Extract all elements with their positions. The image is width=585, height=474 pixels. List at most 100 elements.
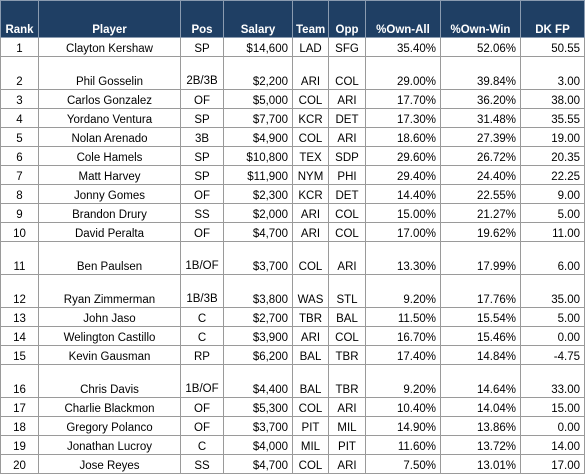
- cell-dk-fp: 5.00: [520, 307, 585, 327]
- cell-own-win: 21.27%: [440, 203, 521, 223]
- cell-rank: 2: [0, 56, 39, 90]
- cell-opp: PIT: [328, 435, 366, 455]
- cell-pos: C: [180, 326, 224, 346]
- cell-dk-fp: 0.00: [520, 326, 585, 346]
- cell-team: BAL: [292, 345, 329, 365]
- cell-rank: 8: [0, 184, 39, 204]
- header-own-all: %Own-All: [365, 0, 441, 38]
- cell-pos: RP: [180, 345, 224, 365]
- table-row: 2 Phil Gosselin 2B/3B $2,200 ARI COL 29.00% 39.…: [0, 56, 585, 90]
- cell-rank: 19: [0, 435, 39, 455]
- cell-player: Yordano Ventura: [38, 108, 181, 128]
- cell-dk-fp: 35.00: [520, 274, 585, 308]
- cell-own-all: 9.20%: [365, 274, 441, 308]
- header-opp: Opp: [328, 0, 366, 38]
- cell-rank: 6: [0, 146, 39, 166]
- cell-rank: 3: [0, 89, 39, 109]
- cell-own-all: 18.60%: [365, 127, 441, 147]
- table-row: 11 Ben Paulsen 1B/OF $3,700 COL ARI 13.30% 17.9…: [0, 241, 585, 275]
- cell-player: David Peralta: [38, 222, 181, 242]
- cell-salary: $4,700: [223, 222, 293, 242]
- cell-rank: 1: [0, 37, 39, 57]
- cell-own-all: 7.50%: [365, 454, 441, 474]
- cell-rank: 10: [0, 222, 39, 242]
- cell-team: PIT: [292, 416, 329, 436]
- table-row: 14 Welington Castillo C $3,900 ARI COL 16.70% 1…: [0, 326, 585, 346]
- cell-pos: SP: [180, 37, 224, 57]
- cell-own-win: 52.06%: [440, 37, 521, 57]
- cell-opp: COL: [328, 203, 366, 223]
- table-row: 12 Ryan Zimmerman 1B/3B $3,800 WAS STL 9.20% 17…: [0, 274, 585, 308]
- cell-dk-fp: 15.00: [520, 397, 585, 417]
- table-row: 13 John Jaso C $2,700 TBR BAL 11.50% 15.54% 5.00: [0, 307, 585, 327]
- cell-player: Ben Paulsen: [38, 241, 181, 275]
- cell-opp: TBR: [328, 345, 366, 365]
- cell-dk-fp: 3.00: [520, 56, 585, 90]
- cell-salary: $3,800: [223, 274, 293, 308]
- cell-pos: OF: [180, 184, 224, 204]
- cell-rank: 13: [0, 307, 39, 327]
- cell-opp: PHI: [328, 165, 366, 185]
- cell-dk-fp: -4.75: [520, 345, 585, 365]
- table-row: 3 Carlos Gonzalez OF $5,000 COL ARI 17.70% 36.2…: [0, 89, 585, 109]
- cell-player: Gregory Polanco: [38, 416, 181, 436]
- cell-own-win: 26.72%: [440, 146, 521, 166]
- cell-dk-fp: 38.00: [520, 89, 585, 109]
- cell-player: Carlos Gonzalez: [38, 89, 181, 109]
- cell-team: TEX: [292, 146, 329, 166]
- cell-player: Phil Gosselin: [38, 56, 181, 90]
- cell-own-all: 16.70%: [365, 326, 441, 346]
- cell-pos: 1B/OF: [180, 241, 224, 275]
- cell-player: John Jaso: [38, 307, 181, 327]
- cell-own-win: 14.64%: [440, 364, 521, 398]
- cell-player: Jonny Gomes: [38, 184, 181, 204]
- cell-own-win: 14.84%: [440, 345, 521, 365]
- header-rank: Rank: [0, 0, 39, 38]
- cell-rank: 14: [0, 326, 39, 346]
- cell-team: TBR: [292, 307, 329, 327]
- cell-pos: C: [180, 435, 224, 455]
- cell-own-win: 15.46%: [440, 326, 521, 346]
- cell-dk-fp: 0.00: [520, 416, 585, 436]
- cell-dk-fp: 9.00: [520, 184, 585, 204]
- cell-team: COL: [292, 127, 329, 147]
- cell-own-all: 29.60%: [365, 146, 441, 166]
- cell-pos: 1B/3B: [180, 274, 224, 308]
- cell-dk-fp: 14.00: [520, 435, 585, 455]
- cell-team: ARI: [292, 56, 329, 90]
- cell-opp: ARI: [328, 397, 366, 417]
- cell-player: Welington Castillo: [38, 326, 181, 346]
- cell-salary: $4,400: [223, 364, 293, 398]
- cell-own-win: 17.99%: [440, 241, 521, 275]
- table-row: 20 Jose Reyes SS $4,700 COL ARI 7.50% 13.01% 17.…: [0, 454, 585, 474]
- cell-salary: $3,700: [223, 241, 293, 275]
- cell-opp: COL: [328, 326, 366, 346]
- cell-own-all: 29.40%: [365, 165, 441, 185]
- cell-own-all: 14.40%: [365, 184, 441, 204]
- cell-team: COL: [292, 397, 329, 417]
- table-row: 18 Gregory Polanco OF $3,700 PIT MIL 14.90% 13.…: [0, 416, 585, 436]
- cell-team: ARI: [292, 326, 329, 346]
- cell-rank: 11: [0, 241, 39, 275]
- table-row: 6 Cole Hamels SP $10,800 TEX SDP 29.60% 26.72% 2…: [0, 146, 585, 166]
- cell-opp: ARI: [328, 127, 366, 147]
- header-salary: Salary: [223, 0, 293, 38]
- header-own-win: %Own-Win: [440, 0, 521, 38]
- cell-team: COL: [292, 241, 329, 275]
- cell-salary: $10,800: [223, 146, 293, 166]
- cell-own-win: 39.84%: [440, 56, 521, 90]
- cell-opp: ARI: [328, 454, 366, 474]
- cell-salary: $2,700: [223, 307, 293, 327]
- cell-own-win: 22.55%: [440, 184, 521, 204]
- cell-own-all: 11.60%: [365, 435, 441, 455]
- cell-salary: $2,300: [223, 184, 293, 204]
- cell-opp: STL: [328, 274, 366, 308]
- cell-pos: 2B/3B: [180, 56, 224, 90]
- cell-team: WAS: [292, 274, 329, 308]
- cell-own-all: 9.20%: [365, 364, 441, 398]
- cell-rank: 9: [0, 203, 39, 223]
- cell-opp: SFG: [328, 37, 366, 57]
- cell-pos: SS: [180, 203, 224, 223]
- cell-dk-fp: 33.00: [520, 364, 585, 398]
